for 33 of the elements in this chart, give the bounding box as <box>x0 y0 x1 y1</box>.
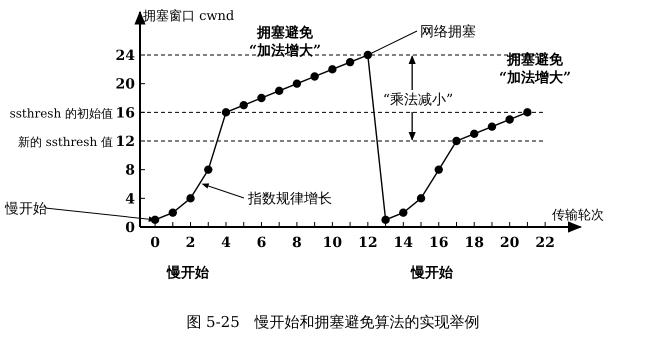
y-tick-label: 16 <box>116 105 135 122</box>
y-tick-label: 12 <box>116 134 135 150</box>
annotation: 拥塞避免 <box>256 24 314 41</box>
y-tick-label: 24 <box>116 48 136 64</box>
x-tick-label: 14 <box>394 235 414 251</box>
x-tick-label: 0 <box>150 235 160 251</box>
text: 慢开始 <box>166 265 210 281</box>
annotation: “加法增大” <box>498 70 572 86</box>
x-tick-label: 10 <box>322 235 342 251</box>
annotation: 指数规律增长 <box>247 191 332 207</box>
x-tick-label: 2 <box>186 235 196 251</box>
y-axis-title: 拥塞窗口 cwnd <box>143 8 234 24</box>
x-tick-label: 22 <box>535 235 555 251</box>
annotation: “乘法减小” <box>382 92 454 108</box>
x-tick-label: 6 <box>256 235 266 251</box>
x-tick-label: 12 <box>358 235 378 251</box>
y-tick-label: 20 <box>116 76 136 93</box>
x-tick-label: 20 <box>500 235 520 251</box>
annotation: 慢开始 <box>4 201 47 217</box>
y-tick-label: 0 <box>125 220 136 236</box>
x-tick-label: 16 <box>429 235 448 251</box>
text: 慢开始 <box>410 265 454 281</box>
ref-line-label: ssthresh 的初始值 <box>10 106 113 120</box>
x-tick-label: 8 <box>292 235 302 251</box>
x-axis-title: 传输轮次 <box>552 208 604 223</box>
annotation: 拥塞避免 <box>506 51 564 68</box>
x-tick-label: 4 <box>221 235 232 251</box>
y-tick-label: 8 <box>125 162 135 179</box>
x-tick-label: 18 <box>464 235 484 251</box>
ref-line-label: 新的 ssthresh 值 <box>18 135 113 149</box>
y-tick-label: 4 <box>125 191 136 208</box>
caption: 图 5-25 慢开始和拥塞避免算法的实现举例 <box>186 313 480 331</box>
annotation: 网络拥塞 <box>420 24 476 40</box>
